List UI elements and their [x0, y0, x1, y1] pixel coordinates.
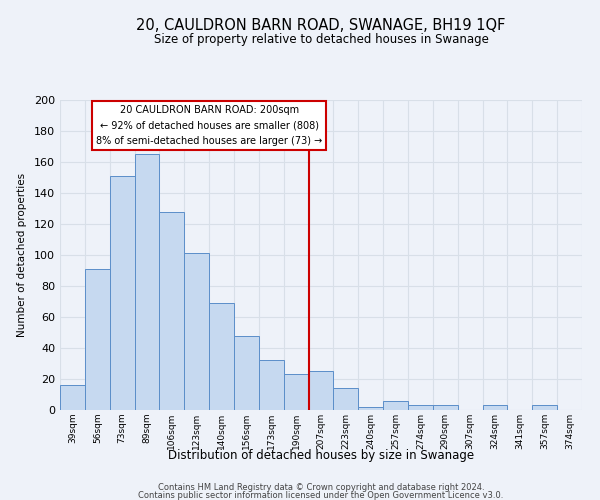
- Text: Contains HM Land Registry data © Crown copyright and database right 2024.: Contains HM Land Registry data © Crown c…: [158, 483, 484, 492]
- Bar: [308, 371, 334, 410]
- Bar: [383, 400, 408, 410]
- Bar: [160, 212, 184, 410]
- Bar: [184, 254, 209, 410]
- Bar: [482, 406, 508, 410]
- Bar: [284, 374, 308, 410]
- Bar: [408, 406, 433, 410]
- Bar: [358, 407, 383, 410]
- Text: Size of property relative to detached houses in Swanage: Size of property relative to detached ho…: [154, 32, 488, 46]
- Bar: [234, 336, 259, 410]
- Bar: [532, 406, 557, 410]
- Bar: [110, 176, 134, 410]
- Text: 20, CAULDRON BARN ROAD, SWANAGE, BH19 1QF: 20, CAULDRON BARN ROAD, SWANAGE, BH19 1Q…: [136, 18, 506, 32]
- Bar: [85, 269, 110, 410]
- Text: Distribution of detached houses by size in Swanage: Distribution of detached houses by size …: [168, 448, 474, 462]
- Bar: [209, 303, 234, 410]
- Bar: [134, 154, 160, 410]
- Bar: [60, 385, 85, 410]
- Bar: [433, 406, 458, 410]
- Bar: [334, 388, 358, 410]
- Bar: [259, 360, 284, 410]
- Y-axis label: Number of detached properties: Number of detached properties: [17, 173, 27, 337]
- Text: 20 CAULDRON BARN ROAD: 200sqm
← 92% of detached houses are smaller (808)
8% of s: 20 CAULDRON BARN ROAD: 200sqm ← 92% of d…: [96, 104, 322, 146]
- Text: Contains public sector information licensed under the Open Government Licence v3: Contains public sector information licen…: [139, 490, 503, 500]
